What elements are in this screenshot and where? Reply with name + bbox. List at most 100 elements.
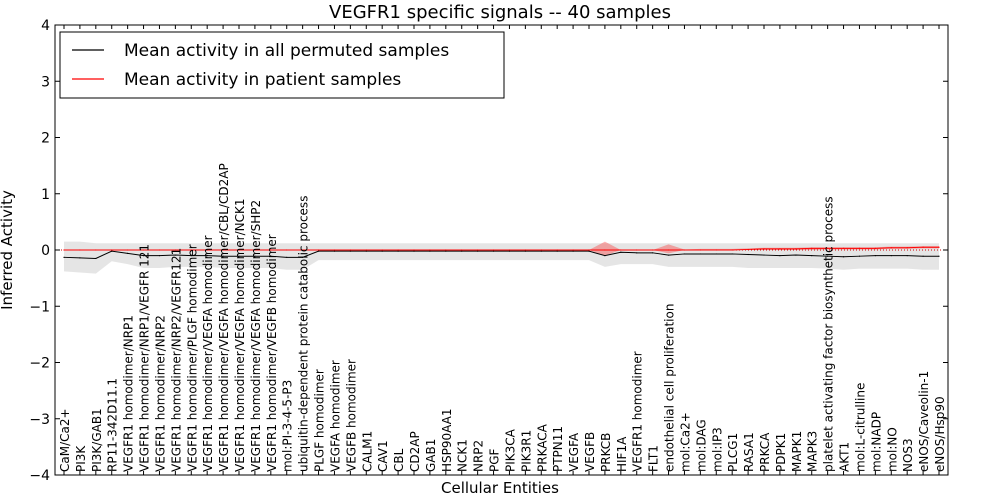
legend-box <box>59 31 505 99</box>
series-1-point <box>588 249 590 251</box>
series-1-point <box>922 246 924 248</box>
series-0-point <box>556 250 558 252</box>
series-1-point <box>286 249 288 251</box>
series-0-point <box>747 253 749 256</box>
series-1-point <box>715 249 717 251</box>
series-1-point <box>461 249 463 251</box>
series-1-point <box>890 247 892 249</box>
series-0-point <box>413 250 415 252</box>
series-1-point <box>636 249 638 251</box>
x-tick-label: ubiquitin-dependent protein catabolic pr… <box>297 196 311 472</box>
x-tick-label: PI3K/GAB1 <box>90 408 104 472</box>
series-1-point <box>365 249 367 251</box>
x-tick-label: VEGFB homodimer <box>344 359 358 472</box>
y-tick-label: −2 <box>29 356 50 372</box>
x-tick-label: mol:L-citrulline <box>853 383 867 472</box>
series-1-point <box>842 247 845 249</box>
x-tick-label: VEGFR1 homodimer/VEGFA homodimer/SHP2 <box>249 200 263 472</box>
x-tick-label: VEGFR1 homodimer/NRP2/VEGFR121 <box>169 248 183 472</box>
series-0-line <box>63 250 939 259</box>
series-1-point <box>779 248 781 250</box>
x-tick-label: RASA1 <box>742 432 756 472</box>
series-0-point <box>333 250 336 252</box>
x-tick-label: platelet activating factor biosynthetic … <box>822 196 836 472</box>
x-tick-label: PIK3R1 <box>519 430 533 472</box>
series-0-point <box>604 255 606 257</box>
series-1-point <box>127 249 129 251</box>
series-1-point <box>556 249 558 251</box>
series-0-point <box>302 256 304 258</box>
plot-frame <box>54 24 949 476</box>
x-tick-label: VEGFR1 homodimer <box>631 351 645 472</box>
series-0-point <box>524 250 526 252</box>
series-0-point <box>636 252 638 254</box>
y-tick-label: 2 <box>41 131 50 147</box>
x-tick-label: NCK1 <box>456 439 470 472</box>
series-1-point <box>572 249 574 251</box>
series-0-point <box>508 250 511 252</box>
series-0-point <box>190 255 192 257</box>
x-tick-label: RP11-342D11.1 <box>106 378 120 472</box>
series-1-point <box>142 249 145 251</box>
series-1-point <box>111 249 113 251</box>
series-0-point <box>238 255 240 257</box>
x-tick-label: endothelial cell proliferation <box>663 304 677 472</box>
x-tick-label: VEGFB <box>583 432 597 472</box>
series-0-point <box>572 250 574 252</box>
series-1-point <box>349 249 351 251</box>
series-1-point <box>492 249 495 251</box>
y-axis-label: Inferred Activity <box>0 190 16 310</box>
chart-title: VEGFR1 specific signals -- 40 samples <box>329 2 671 23</box>
x-tick-label: mol:IP3 <box>710 427 724 472</box>
series-0-point <box>795 254 797 256</box>
series-1-point <box>508 249 511 251</box>
series-0-point <box>874 255 876 257</box>
series-1-point <box>667 249 670 251</box>
y-tick-label: 1 <box>41 187 50 203</box>
x-tick-label: PLGF homodimer <box>313 369 327 472</box>
series-1-point <box>874 247 876 249</box>
series-1-point <box>652 249 654 251</box>
x-tick-label: HIF1A <box>615 436 629 472</box>
series-1-point <box>158 249 161 251</box>
series-1-point <box>906 247 908 249</box>
x-tick-label: PRKCA <box>758 432 772 472</box>
series-0-point <box>461 250 463 252</box>
legend-label: Mean activity in patient samples <box>124 70 401 90</box>
x-tick-label: VEGFR1 homodimer/VEGFB homodimer <box>265 234 279 472</box>
y-tick-label: −4 <box>29 468 50 484</box>
series-0-point <box>429 250 431 252</box>
x-tick-label: PRKCB <box>599 433 613 472</box>
x-tick-label: VEGFR1 homodimer/NRP1 <box>122 315 136 472</box>
series-0-point <box>142 255 145 257</box>
x-tick-label: PRKACA <box>535 423 549 472</box>
series-0-point <box>111 250 113 252</box>
x-tick-label: FLT1 <box>647 445 661 472</box>
series-0-point <box>811 255 813 257</box>
series-0-point <box>127 252 129 254</box>
series-1-point <box>938 246 940 248</box>
series-0-point <box>365 250 367 252</box>
x-tick-label: VEGFR1 homodimer/NRP2 <box>153 315 167 472</box>
x-tick-label: VEGFR1 homodimer/VEGFA homodimer/NCK1 <box>233 198 247 472</box>
y-tick-label: 0 <box>41 243 50 259</box>
x-tick-label: VEGFA homodimer <box>328 360 342 472</box>
series-0-point <box>779 255 781 257</box>
series-1-point <box>604 249 606 251</box>
series-0-point <box>206 255 208 257</box>
series-0-point <box>620 251 622 253</box>
y-tick-label: −1 <box>29 299 50 315</box>
x-axis-label: Cellular Entities <box>441 479 559 497</box>
series-0-point <box>922 255 924 257</box>
series-1-line <box>64 246 939 251</box>
series-0-point <box>652 252 654 254</box>
plot-area: −4 −3 −2 −1 0 1 2 3 4 CaM/Ca2+ PI3K PI3K/GAB1 RP11-3… <box>29 18 948 484</box>
x-tick-label: NOS3 <box>901 438 915 472</box>
series-0-point <box>254 255 256 257</box>
series-1-point <box>238 249 240 251</box>
series-0-point <box>63 256 65 258</box>
x-tick-label: GAB1 <box>424 439 438 472</box>
series-0-point <box>79 257 81 259</box>
series-1-point <box>333 249 336 251</box>
